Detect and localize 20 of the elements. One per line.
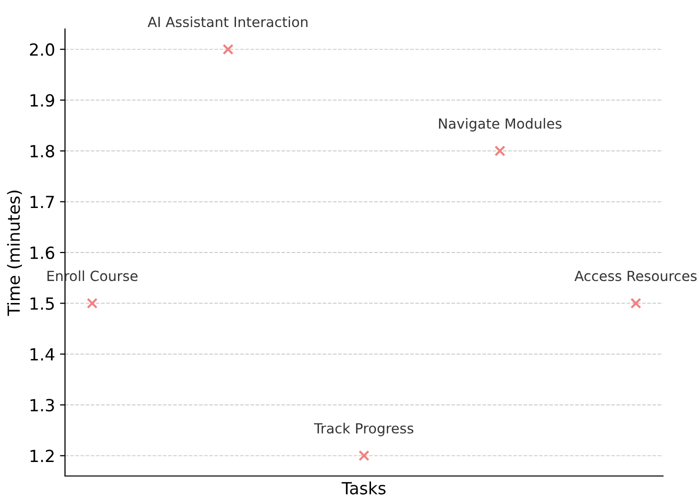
y-tick-label: 1.6 — [30, 246, 54, 260]
point — [222, 44, 234, 55]
y-tick-label: 1.8 — [30, 144, 54, 158]
y-tick-label: 1.3 — [30, 398, 54, 412]
x-axis-title: Tasks — [342, 482, 386, 494]
x-tick-label: Navigate Modules — [439, 118, 562, 132]
y-tick-label: 1.7 — [30, 196, 54, 208]
y-tick-label: 1.4 — [30, 348, 54, 360]
y-tick-label: 1.5 — [30, 297, 54, 310]
point — [630, 298, 642, 309]
y-axis-title: Time (minutes) — [7, 190, 22, 316]
point — [494, 145, 506, 156]
x-tick-label: AI Assistant Interaction — [148, 16, 308, 28]
y-tick-label: 1.2 — [30, 450, 54, 462]
point — [86, 298, 98, 309]
x-tick-label: Track Progress — [314, 422, 414, 436]
x-tick-label: Access Resources — [574, 270, 697, 282]
point — [358, 450, 370, 462]
y-tick-label: 1.9 — [30, 94, 54, 107]
y-tick-label: 2.0 — [30, 43, 54, 56]
